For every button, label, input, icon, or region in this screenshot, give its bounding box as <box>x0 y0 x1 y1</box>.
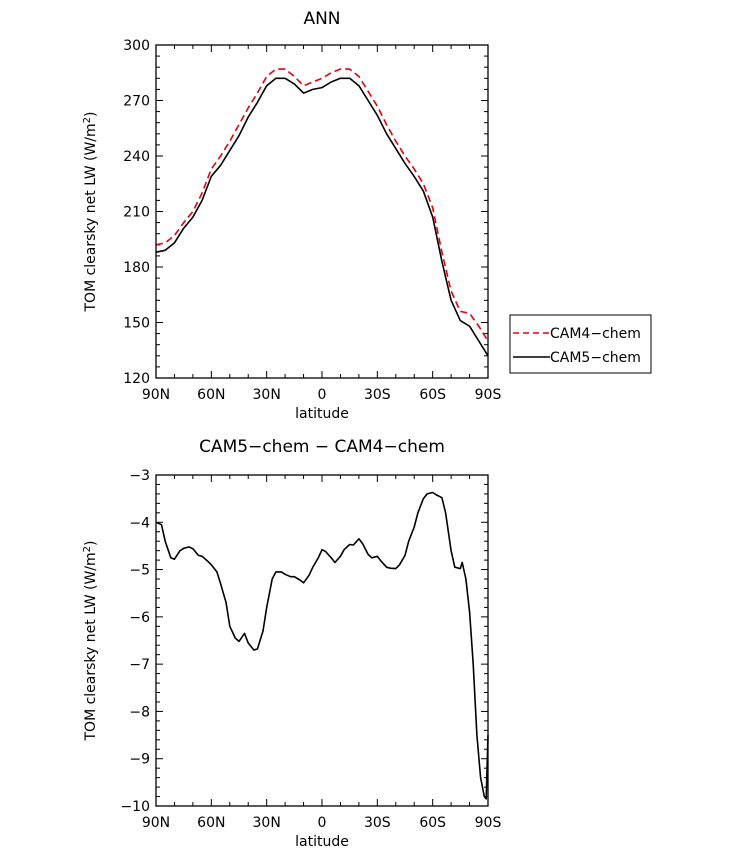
bottom-chart-x-tick-label: 0 <box>318 815 327 831</box>
top-chart-y-axis-label: TOM clearsky net LW (W/m2) <box>82 111 99 312</box>
bottom-chart-x-tick-label: 60S <box>419 815 446 831</box>
legend-label-cam4: CAM4−chem <box>550 326 641 342</box>
top-chart-frame <box>155 44 489 379</box>
top-chart-y-tick-label: 120 <box>123 371 150 387</box>
top-chart-y-tick-label: 300 <box>123 38 150 54</box>
bottom-chart-y-tick-label: −10 <box>120 799 150 815</box>
top-chart-series-cam5-chem <box>155 77 489 357</box>
top-chart-x-tick-label: 90N <box>142 387 170 403</box>
top-chart-x-tick-label: 30N <box>253 387 281 403</box>
top-chart-series <box>155 68 489 357</box>
bottom-chart-y-axis-label: TOM clearsky net LW (W/m2) <box>82 540 99 741</box>
top-chart-y-tick-label: 240 <box>123 149 150 165</box>
top-chart: ANN 90N 60N 30N 0 30S 60S 90S 120 150 180 210 240 27… <box>82 9 652 422</box>
bottom-chart-x-tick-label: 30S <box>364 815 391 831</box>
bottom-chart-y-tick-label: −7 <box>129 657 150 673</box>
bottom-chart-y-tick-label: −5 <box>129 563 150 579</box>
bottom-chart-x-tick-label: 60N <box>197 815 225 831</box>
bottom-chart-y-tick-label: −8 <box>129 704 150 720</box>
bottom-chart-x-axis-label: latitude <box>295 834 349 850</box>
bottom-chart-y-axis-label-main: TOM clearsky net LW (W/m <box>83 552 99 741</box>
bottom-chart-x-tick-label: 90N <box>142 815 170 831</box>
top-chart-legend: CAM4−chem CAM5−chem <box>509 314 652 374</box>
top-chart-y-tick-label: 270 <box>123 94 150 110</box>
top-chart-x-tick-label: 60S <box>419 387 446 403</box>
bottom-chart: CAM5−chem − CAM4−chem 90N 60N 30N 0 30S 60S 90… <box>82 437 501 850</box>
bottom-chart-y-tick-label: −4 <box>129 515 150 531</box>
bottom-chart-x-tick-label: 90S <box>475 815 502 831</box>
bottom-chart-y-axis-label-close: ) <box>83 540 99 545</box>
top-chart-x-tick-label: 0 <box>318 387 327 403</box>
top-chart-y-axis-label-sup: 2 <box>82 117 93 123</box>
top-chart-y-tick-label: 210 <box>123 205 150 221</box>
top-chart-y-tick-label: 150 <box>123 316 150 332</box>
top-chart-x-tick-label: 30S <box>364 387 391 403</box>
top-chart-y-axis-label-close: ) <box>83 111 99 116</box>
bottom-chart-y-tick-label: −6 <box>129 610 150 626</box>
top-chart-x-tick-label: 60N <box>197 387 225 403</box>
top-chart-y-axis-label-main: TOM clearsky net LW (W/m <box>83 123 99 312</box>
bottom-chart-y-tick-label: −9 <box>129 752 150 768</box>
top-chart-title: ANN <box>303 9 340 29</box>
top-chart-series-cam4-chem <box>155 68 489 342</box>
bottom-chart-x-tick-label: 30N <box>253 815 281 831</box>
legend-label-cam5: CAM5−chem <box>550 350 641 366</box>
bottom-chart-series <box>155 491 489 800</box>
bottom-chart-series-difference <box>155 491 489 800</box>
top-chart-x-axis-label: latitude <box>295 406 349 422</box>
bottom-chart-title: CAM5−chem − CAM4−chem <box>199 437 445 457</box>
legend-box <box>509 314 652 374</box>
bottom-chart-frame <box>155 474 489 807</box>
top-chart-ticks: 90N 60N 30N 0 30S 60S 90S 120 150 180 210 240 270 300 <box>123 38 501 403</box>
top-chart-x-tick-label: 90S <box>475 387 502 403</box>
top-chart-y-tick-label: 180 <box>123 260 150 276</box>
bottom-chart-y-tick-label: −3 <box>129 468 150 484</box>
bottom-chart-y-axis-label-sup: 2 <box>82 546 93 552</box>
bottom-chart-ticks: 90N 60N 30N 0 30S 60S 90S −10 −9 −8 −7 −6 −5 −4 −3 <box>120 468 501 831</box>
